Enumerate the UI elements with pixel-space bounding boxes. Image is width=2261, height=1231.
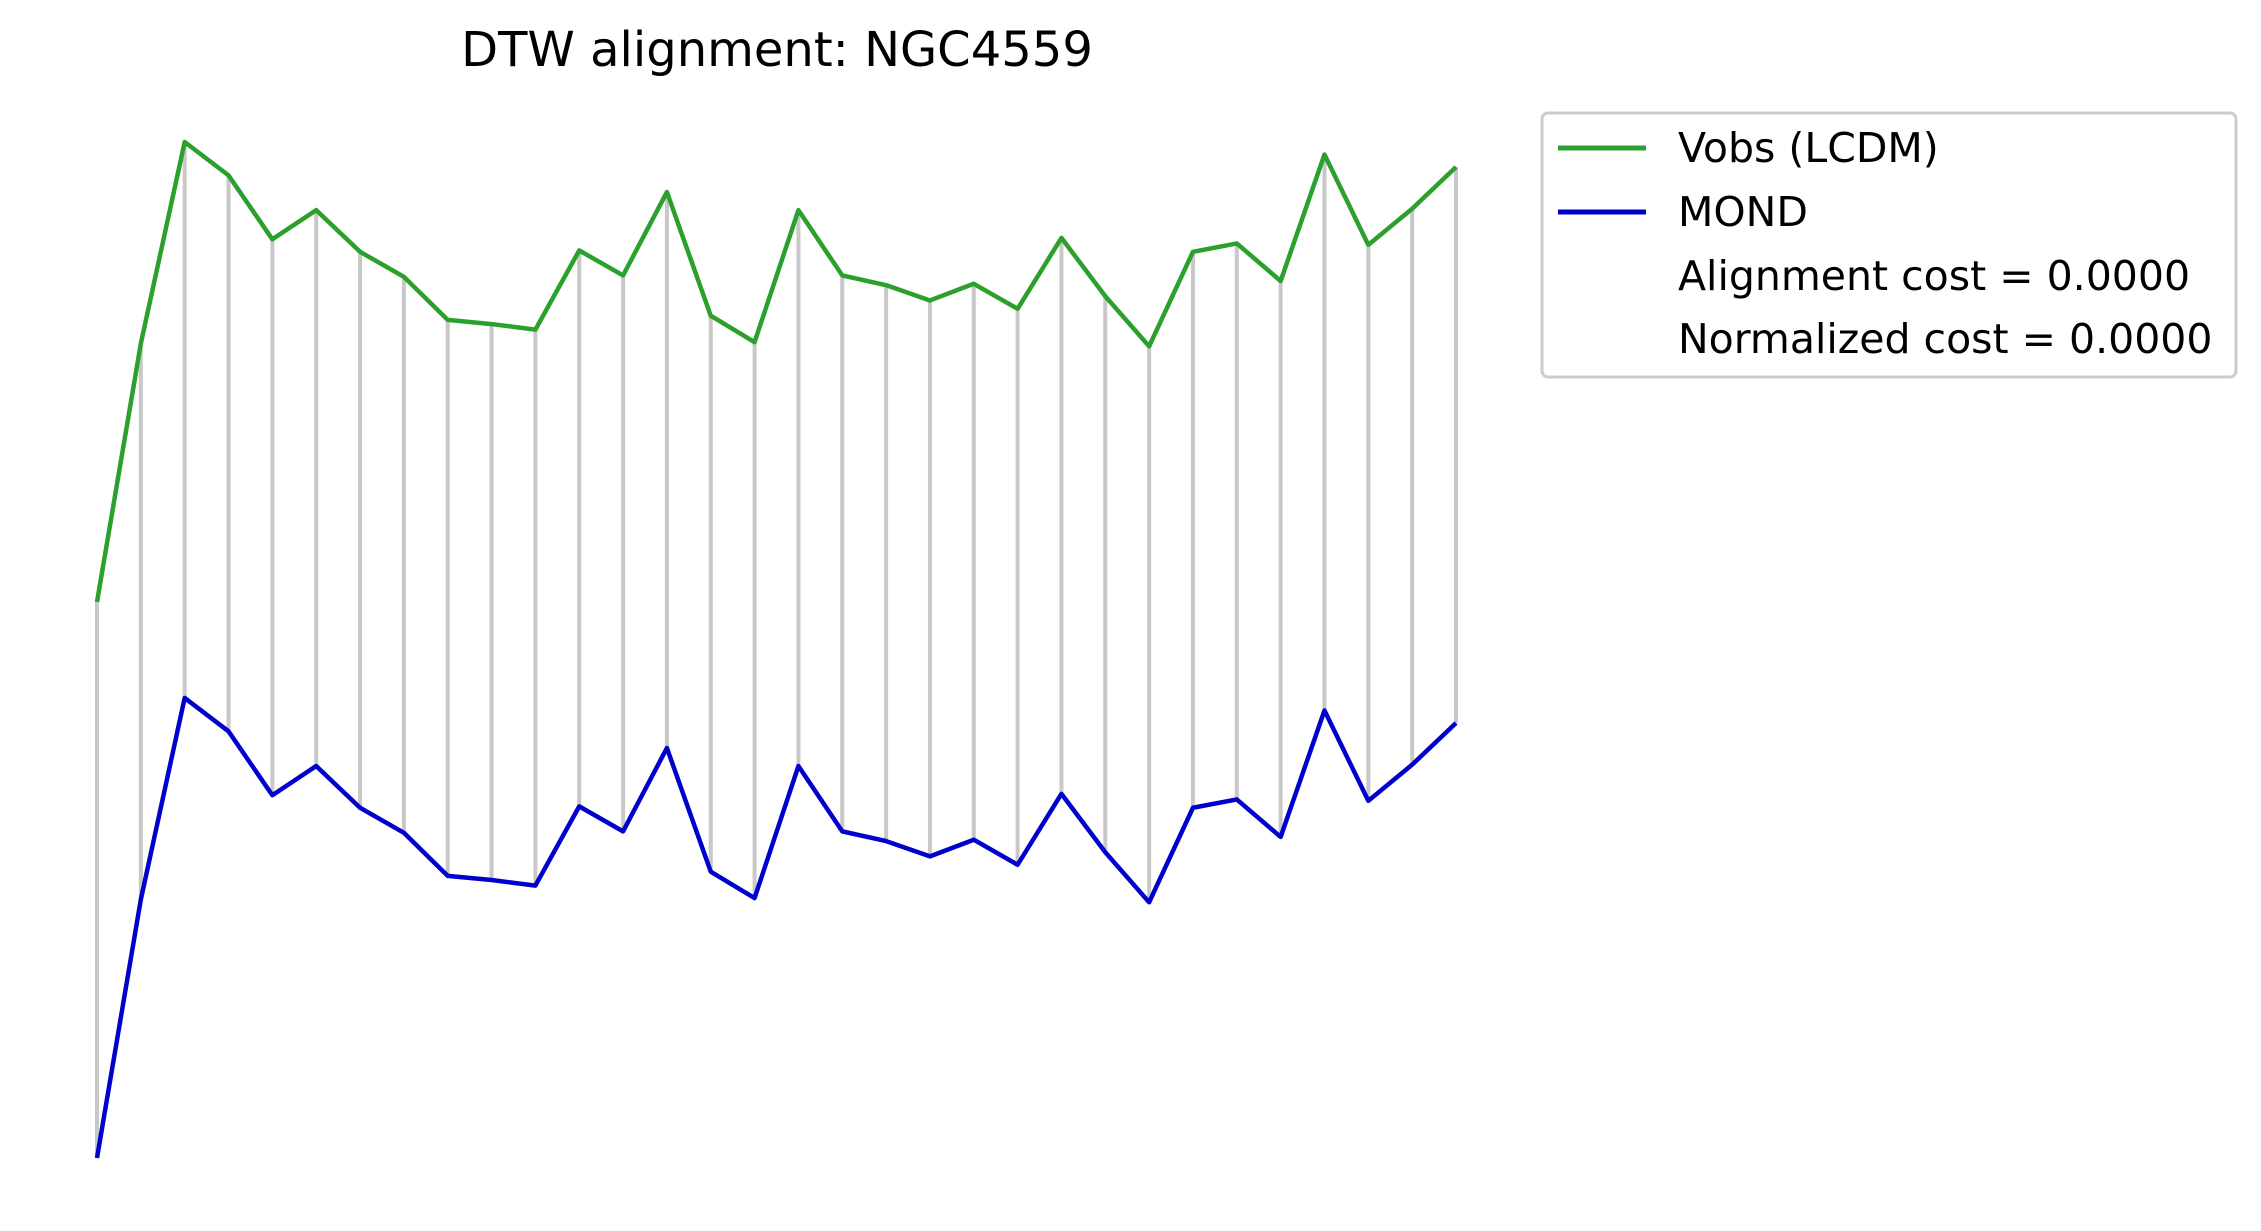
legend-normalized-cost: Normalized cost = 0.0000 — [1678, 315, 2212, 363]
series-line-vobs — [94, 139, 1458, 603]
legend-label-vobs: Vobs (LCDM) — [1678, 124, 1939, 172]
alignment-lines — [95, 142, 1458, 1158]
series-lines — [94, 139, 1458, 1159]
chart-title: DTW alignment: NGC4559 — [461, 22, 1093, 78]
series-line-mond — [94, 695, 1458, 1159]
legend-box — [1540, 111, 2238, 379]
legend-label-mond: MOND — [1678, 188, 1808, 236]
legend: Vobs (LCDM) MOND Alignment cost = 0.0000… — [1540, 111, 2238, 379]
legend-alignment-cost: Alignment cost = 0.0000 — [1678, 252, 2190, 300]
